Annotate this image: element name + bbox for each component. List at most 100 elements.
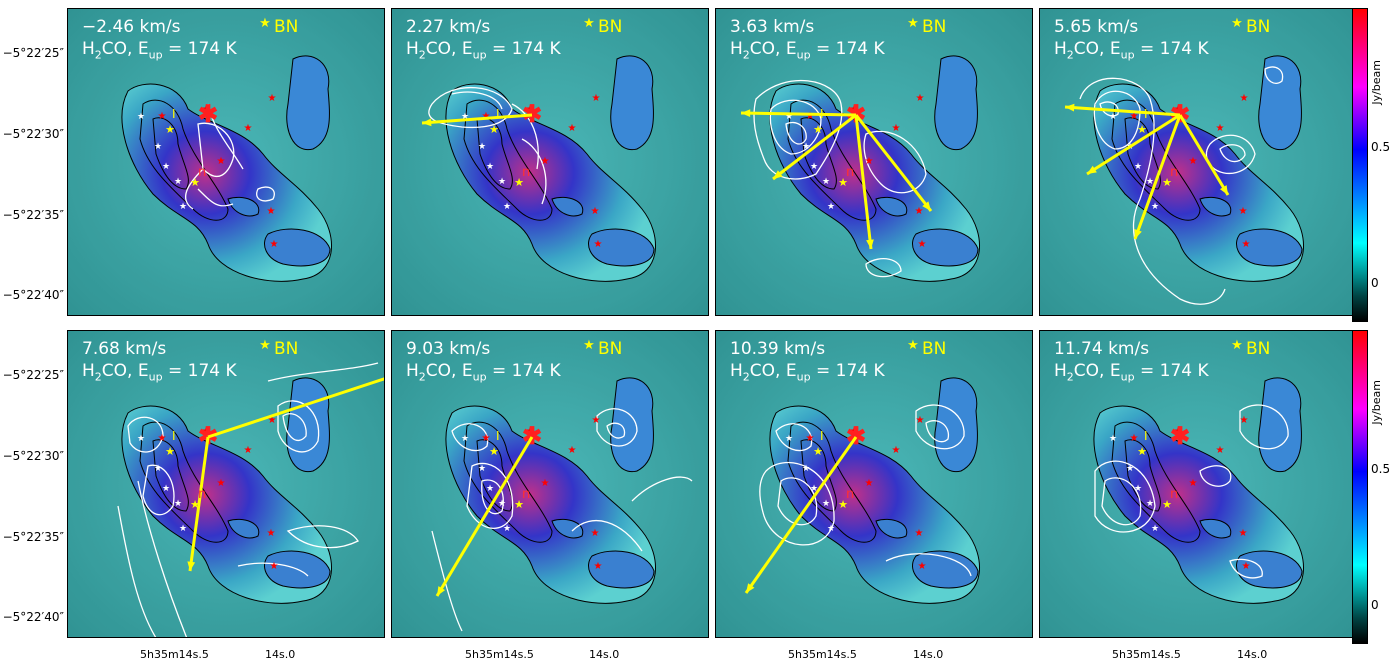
svg-text:★: ★ xyxy=(916,93,925,104)
svg-text:★: ★ xyxy=(594,561,603,572)
svg-text:★: ★ xyxy=(594,239,603,250)
velocity-label: 9.03 km/s xyxy=(406,339,491,359)
svg-text:★: ★ xyxy=(813,124,823,136)
line-molecule: H xyxy=(406,39,419,59)
line-sub-up: up xyxy=(148,370,163,384)
line-energy: = 174 K xyxy=(486,39,561,59)
bn-label: BN xyxy=(274,339,299,359)
svg-text:★: ★ xyxy=(915,206,924,217)
bn-label: BN xyxy=(1246,17,1271,37)
line-label: H2CO, Eup = 174 K xyxy=(1054,39,1209,61)
svg-text:★: ★ xyxy=(802,463,810,473)
svg-text:★: ★ xyxy=(838,177,848,189)
svg-text:★: ★ xyxy=(1151,523,1159,533)
ytick-bot-1: −5°22′25″ xyxy=(2,368,64,382)
source-i-label: I xyxy=(820,429,824,443)
svg-text:★: ★ xyxy=(503,523,511,533)
velocity-label: 10.39 km/s xyxy=(730,339,826,359)
line-energy: = 174 K xyxy=(486,361,561,381)
svg-text:★: ★ xyxy=(827,523,835,533)
bn-label: BN xyxy=(274,17,299,37)
channel-map-image: ★★★★★★★★★★★★✱★★★ xyxy=(1040,331,1356,637)
colorbar-tick-05-top: 0.5 xyxy=(1371,140,1391,154)
svg-text:★: ★ xyxy=(785,433,793,443)
svg-text:★: ★ xyxy=(810,161,818,171)
svg-text:★: ★ xyxy=(1231,15,1243,30)
line-rest: CO, E xyxy=(425,39,473,59)
svg-text:★: ★ xyxy=(1130,111,1139,122)
line-sub-up: up xyxy=(472,48,487,62)
svg-text:★: ★ xyxy=(916,415,925,426)
svg-text:★: ★ xyxy=(1134,483,1142,493)
svg-text:★: ★ xyxy=(165,446,175,458)
svg-text:★: ★ xyxy=(268,415,277,426)
svg-text:✱: ✱ xyxy=(522,101,542,128)
svg-text:★: ★ xyxy=(1239,528,1248,539)
source-n-label: n xyxy=(522,165,531,180)
line-sub-up: up xyxy=(1120,48,1135,62)
svg-text:★: ★ xyxy=(1162,177,1172,189)
velocity-label: 5.65 km/s xyxy=(1054,17,1139,37)
line-molecule: H xyxy=(730,39,743,59)
svg-text:★: ★ xyxy=(217,156,226,167)
svg-text:★: ★ xyxy=(568,123,577,134)
line-sub-up: up xyxy=(796,48,811,62)
svg-text:★: ★ xyxy=(907,15,919,30)
svg-text:★: ★ xyxy=(482,111,491,122)
svg-text:★: ★ xyxy=(259,337,271,352)
svg-text:★: ★ xyxy=(838,499,848,511)
source-i-label: I xyxy=(1144,107,1148,121)
svg-text:★: ★ xyxy=(1242,561,1251,572)
line-rest: CO, E xyxy=(101,39,149,59)
source-i-label: I xyxy=(496,107,500,121)
line-sub2: 2 xyxy=(1066,370,1074,384)
svg-text:★: ★ xyxy=(1137,446,1147,458)
line-sub2: 2 xyxy=(1066,48,1074,62)
svg-text:★: ★ xyxy=(154,141,162,151)
line-rest: CO, E xyxy=(1073,39,1121,59)
svg-text:★: ★ xyxy=(267,528,276,539)
velocity-label: 2.27 km/s xyxy=(406,17,491,37)
svg-text:★: ★ xyxy=(526,104,535,115)
svg-text:★: ★ xyxy=(137,111,145,121)
colorbar-title-bottom: Jy/beam xyxy=(1370,380,1383,425)
line-label: H2CO, Eup = 174 K xyxy=(1054,361,1209,383)
channel-map-image: ★★★★★★★★★★★★✱★★★ xyxy=(716,331,1032,637)
channel-panel-1: ★ ★ ★ ★ ★ ★ ★ ★ ★ ★ ★ ★ ✱ ★ ★ ★ −2.46 km/s H2CO, Eup = 17… xyxy=(67,8,385,316)
line-energy: = 174 K xyxy=(810,39,885,59)
svg-text:★: ★ xyxy=(244,123,253,134)
line-molecule: H xyxy=(730,361,743,381)
xtick-ra1-p6: 5h35m14s.5 xyxy=(465,648,534,661)
colorbar-top xyxy=(1352,8,1368,322)
svg-text:★: ★ xyxy=(158,433,167,444)
svg-text:★: ★ xyxy=(514,499,524,511)
svg-text:★: ★ xyxy=(267,206,276,217)
line-sub2: 2 xyxy=(94,370,102,384)
svg-text:★: ★ xyxy=(592,415,601,426)
svg-text:★: ★ xyxy=(907,337,919,352)
velocity-label: 11.74 km/s xyxy=(1054,339,1150,359)
ytick-top-1: −5°22′25″ xyxy=(2,46,64,60)
colorbar-tick-0-bottom: 0 xyxy=(1371,598,1379,612)
line-sub2: 2 xyxy=(742,48,750,62)
source-n-label: n xyxy=(1170,487,1179,502)
svg-text:★: ★ xyxy=(813,446,823,458)
line-energy: = 174 K xyxy=(162,39,237,59)
svg-text:★: ★ xyxy=(1189,156,1198,167)
svg-text:★: ★ xyxy=(158,111,167,122)
source-n-label: n xyxy=(198,487,207,502)
svg-text:★: ★ xyxy=(865,478,874,489)
xtick-ra2-p5: 14s.0 xyxy=(265,648,296,661)
channel-map-image: ★★★★★★★★★★★★✱★★★ xyxy=(392,331,708,637)
bn-label: BN xyxy=(1246,339,1271,359)
svg-text:★: ★ xyxy=(1239,206,1248,217)
svg-text:★: ★ xyxy=(162,483,170,493)
svg-text:★: ★ xyxy=(503,201,511,211)
channel-map-image: ★★★★★★★★★★★★✱★★★ xyxy=(68,331,384,637)
xtick-ra1-p5: 5h35m14s.5 xyxy=(140,648,209,661)
svg-text:★: ★ xyxy=(478,141,486,151)
channel-panel-8: ★ ★ ★ ★ ★ ★ ★ ★ ★ ★ ★ ★ ✱ ★ ★ ★ 11.74 km/s H2CO, Eup = 17… xyxy=(1039,330,1357,638)
